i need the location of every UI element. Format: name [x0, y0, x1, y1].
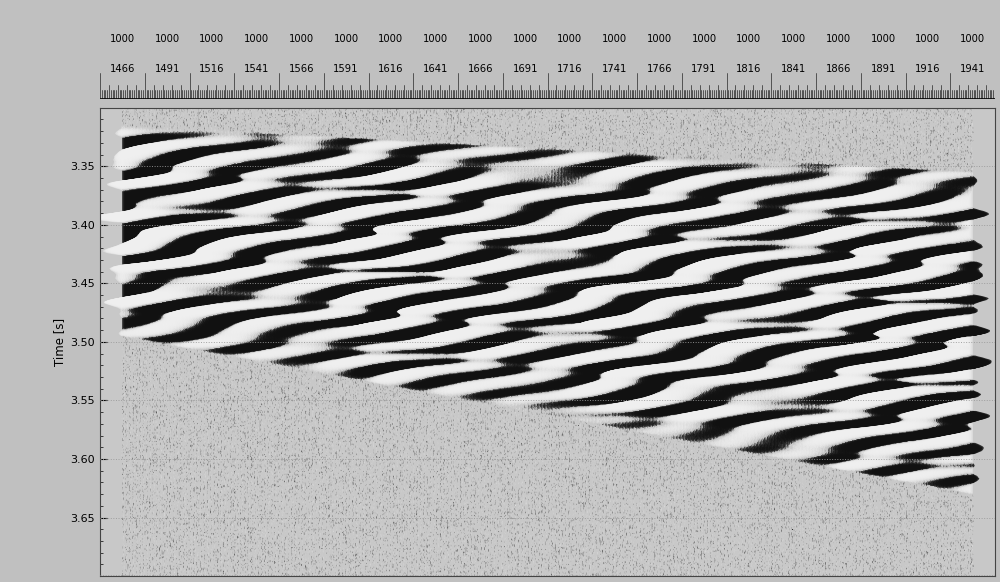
Text: 1000: 1000: [334, 34, 359, 44]
Text: 1866: 1866: [826, 65, 851, 74]
Text: 1666: 1666: [468, 65, 493, 74]
Text: 1000: 1000: [110, 34, 135, 44]
Text: 1641: 1641: [423, 65, 448, 74]
Text: 1541: 1541: [244, 65, 269, 74]
Text: 1716: 1716: [557, 65, 583, 74]
Text: 1916: 1916: [915, 65, 941, 74]
Text: 1000: 1000: [826, 34, 851, 44]
Text: 1000: 1000: [155, 34, 180, 44]
Text: 1000: 1000: [468, 34, 493, 44]
Text: 1941: 1941: [960, 65, 985, 74]
Text: 1000: 1000: [423, 34, 448, 44]
Text: 1466: 1466: [110, 65, 135, 74]
Text: 1766: 1766: [647, 65, 672, 74]
Text: 1000: 1000: [781, 34, 806, 44]
Text: 1516: 1516: [199, 65, 225, 74]
Text: 1000: 1000: [647, 34, 672, 44]
Text: 1816: 1816: [736, 65, 762, 74]
Text: 1891: 1891: [870, 65, 896, 74]
Text: 1691: 1691: [512, 65, 538, 74]
Text: 1000: 1000: [692, 34, 717, 44]
Text: 1000: 1000: [871, 34, 896, 44]
Y-axis label: Time [s]: Time [s]: [53, 318, 66, 366]
Text: 1000: 1000: [199, 34, 224, 44]
Text: 1000: 1000: [557, 34, 582, 44]
Text: 1491: 1491: [154, 65, 180, 74]
Text: 1000: 1000: [602, 34, 627, 44]
Text: 1741: 1741: [602, 65, 627, 74]
Text: 1000: 1000: [915, 34, 940, 44]
Text: 1000: 1000: [378, 34, 403, 44]
Text: 1566: 1566: [289, 65, 314, 74]
Text: 1000: 1000: [244, 34, 269, 44]
Text: 1791: 1791: [691, 65, 717, 74]
Text: 1841: 1841: [781, 65, 806, 74]
Text: 1616: 1616: [378, 65, 404, 74]
Text: 1000: 1000: [736, 34, 761, 44]
Text: 1000: 1000: [513, 34, 538, 44]
Text: 1591: 1591: [333, 65, 359, 74]
Text: 1000: 1000: [960, 34, 985, 44]
Text: 1000: 1000: [289, 34, 314, 44]
